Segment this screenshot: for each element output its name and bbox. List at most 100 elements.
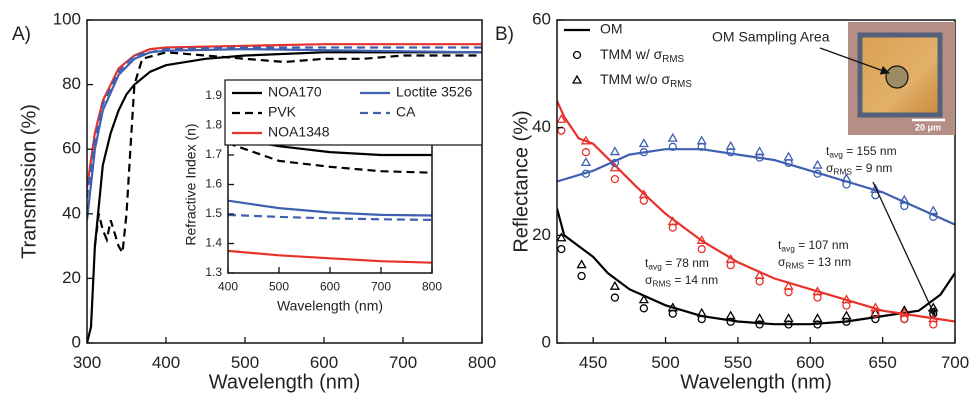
legend-label-text: TMM w/ σ	[600, 46, 663, 62]
x-tick-label: 550	[724, 353, 752, 372]
tmm-without-marker	[580, 157, 592, 166]
tmm-with-marker	[813, 169, 822, 178]
panel-label: A)	[12, 24, 31, 45]
tmm-without-marker	[725, 140, 736, 150]
annotation-sub: RMS	[785, 261, 804, 271]
x-tick-label: 600	[310, 353, 338, 372]
tmm-without-marker	[928, 205, 939, 215]
tmm-without-marker	[696, 135, 707, 145]
annotation-text: σ	[778, 255, 786, 269]
y-tick-label: 40	[532, 117, 551, 136]
x-tick-label: 500	[269, 280, 289, 294]
annotation: tavg = 155 nm	[826, 144, 897, 160]
annotation-text: t	[645, 256, 649, 270]
annotation-arrow	[872, 181, 936, 317]
panel-label: B)	[495, 24, 514, 45]
legend-label: NOA170	[268, 84, 322, 100]
annotation-sub: RMS	[652, 279, 671, 289]
tmm-without-marker	[638, 138, 649, 148]
annotation-text: σ	[645, 273, 653, 287]
x-tick-label: 300	[73, 353, 101, 372]
x-tick-label: 400	[152, 353, 180, 372]
tmm-without-marker	[754, 270, 765, 280]
tmm-with-marker	[668, 142, 677, 151]
tmm-without-marker	[725, 310, 736, 320]
x-axis-label: Wavelength (nm)	[680, 371, 832, 393]
legend-label-text: TMM w/o σ	[600, 71, 670, 87]
legend-label-sub: RMS	[662, 54, 684, 65]
tmm-without-marker	[557, 113, 567, 123]
tmm-without-marker	[609, 280, 621, 290]
annotation-sub: avg	[781, 244, 795, 254]
tmm-without-marker	[841, 310, 852, 320]
y-axis-label: Refractive Index (n)	[183, 123, 199, 245]
tmm-with-marker	[610, 158, 620, 168]
annotation-sub: avg	[829, 150, 843, 160]
y-axis-label: Transmission (%)	[18, 104, 40, 259]
legend-label: TMM w/o σRMS	[600, 71, 692, 90]
x-tick-label: 400	[218, 280, 238, 294]
tmm-without-marker	[812, 313, 823, 323]
y-tick-label: 40	[62, 203, 81, 222]
x-tick-label: 800	[422, 280, 442, 294]
annotation: σRMS = 9 nm	[826, 161, 892, 177]
x-axis-label: Wavelength (nm)	[209, 371, 361, 393]
series-line	[87, 46, 482, 198]
tmm-without-marker	[754, 313, 765, 323]
tmm-with-marker	[697, 244, 706, 254]
x-axis-label: Wavelength (nm)	[277, 298, 383, 314]
legend-swatch	[572, 50, 582, 60]
tmm-without-marker	[754, 146, 765, 156]
tmm-without-marker	[667, 132, 678, 142]
tmm-without-marker	[870, 183, 881, 193]
tmm-without-marker	[667, 216, 678, 226]
tmm-without-marker	[557, 232, 567, 242]
y-tick-label: 1.3	[205, 265, 222, 279]
legend-swatch	[571, 74, 583, 84]
annotation-text: σ	[826, 161, 834, 175]
series-group	[557, 100, 955, 329]
series-line	[87, 47, 482, 221]
plot-frame	[86, 19, 483, 344]
x-tick-label: 700	[389, 353, 417, 372]
scale-bar-label: 20 μm	[915, 122, 941, 132]
x-tick-label: 650	[868, 353, 896, 372]
annotation-rest: = 155 nm	[843, 144, 897, 158]
tmm-without-marker	[870, 302, 881, 312]
x-tick-label: 450	[579, 353, 607, 372]
y-tick-label: 100	[53, 9, 81, 28]
annotation: tavg = 78 nm	[645, 256, 709, 272]
tmm-without-marker	[870, 307, 881, 317]
series-line	[228, 142, 432, 174]
legend-label: NOA1348	[268, 124, 330, 140]
annotation-text: t	[778, 238, 782, 252]
sampling-area	[885, 65, 909, 89]
y-tick-label: 60	[62, 139, 81, 158]
tmm-without-marker	[638, 294, 649, 304]
series-group	[87, 43, 482, 343]
x-tick-label: 600	[796, 353, 824, 372]
y-tick-label: 1.8	[205, 118, 222, 132]
tmm-without-marker	[783, 280, 794, 290]
tmm-without-marker	[812, 159, 823, 169]
annotation: tavg = 107 nm	[778, 238, 849, 254]
tmm-without-marker	[812, 286, 823, 296]
sample-square	[857, 32, 943, 118]
legend-label: Loctite 3526	[396, 84, 472, 100]
plot-frame	[556, 19, 956, 344]
tmm-with-marker	[557, 244, 566, 254]
tmm-with-marker	[577, 271, 586, 281]
tmm-without-marker	[609, 146, 621, 156]
x-tick-label: 500	[651, 353, 679, 372]
legend-label: OM	[600, 21, 623, 37]
annotation-rest: = 13 nm	[804, 255, 851, 269]
tmm-without-marker	[928, 313, 939, 323]
series-line	[228, 199, 432, 217]
annotation-rest: = 78 nm	[662, 256, 709, 270]
annotation-sub: RMS	[833, 167, 852, 177]
tmm-without-marker	[580, 135, 592, 145]
annotation: σRMS = 13 nm	[778, 255, 851, 271]
x-tick-label: 500	[231, 353, 259, 372]
tmm-without-marker	[841, 294, 852, 304]
y-tick-label: 1.5	[205, 206, 222, 220]
